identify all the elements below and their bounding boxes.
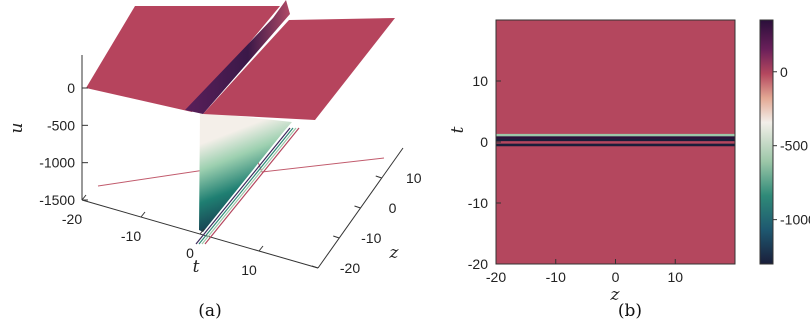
heatmap-x-tick-label: 10 xyxy=(667,269,683,285)
floor-contour-line xyxy=(97,157,385,187)
u-tick-label: -1000 xyxy=(39,155,75,171)
colorbar-tick-label: -1000 xyxy=(780,212,810,228)
t-tick-label: 10 xyxy=(241,262,257,278)
heatmap-band-stripe xyxy=(496,143,735,147)
surface-plane-right xyxy=(203,18,395,120)
z-tick-mark xyxy=(375,175,382,179)
t-axis-label: t xyxy=(193,257,200,277)
heatmap-band xyxy=(496,133,735,147)
t-tick-mark xyxy=(199,228,205,235)
z-tick-label: 10 xyxy=(406,170,422,186)
z-tick-label: -10 xyxy=(361,230,381,246)
t-tick-mark xyxy=(81,194,87,201)
heatmap-y-tick-label: -10 xyxy=(468,195,488,211)
colorbar-tick-label: -500 xyxy=(780,138,808,154)
t-tick-mark xyxy=(140,211,146,218)
surface-plane-left xyxy=(86,6,280,112)
heatmap-y-tick-label: 10 xyxy=(472,73,488,89)
colorbar xyxy=(759,19,774,265)
caption-a: (a) xyxy=(198,301,221,321)
heatmap-x-label: z xyxy=(610,285,621,305)
heatmap-band-stripe xyxy=(496,141,735,144)
t-tick-label: -10 xyxy=(121,228,141,244)
z-tick-mark xyxy=(333,235,340,239)
u-tick-label: -500 xyxy=(47,117,75,133)
z-axis-ticks: 10 0 -10-20 xyxy=(311,170,422,276)
floor-contour-line xyxy=(195,127,291,245)
u-axis-label: u xyxy=(7,123,27,134)
floor-contour-line xyxy=(198,127,294,245)
panel-b-heatmap: -20 -10 0 10 10 0 -10 -20 z t 0 -500 -1000 (b) xyxy=(448,19,810,321)
t-tick-label: 0 xyxy=(186,245,194,261)
t-tick-mark xyxy=(258,245,264,252)
z-tick-label: -20 xyxy=(340,260,360,276)
u-tick-label: 0 xyxy=(67,80,75,96)
z-tick-mark xyxy=(311,265,319,269)
floor-contour-line xyxy=(201,127,297,245)
z-tick-mark xyxy=(354,205,361,209)
t-axis-ticks: -20 -10 0 10 xyxy=(62,194,264,278)
ridge-surface xyxy=(185,0,290,114)
heatmap-x-tick-label: -20 xyxy=(486,269,506,285)
heatmap-x-tick-label: -10 xyxy=(546,269,566,285)
t-tick-label: -20 xyxy=(62,211,82,227)
heatmap-band-stripe xyxy=(496,133,735,137)
u-tick-label: -1500 xyxy=(39,192,75,208)
colorbar-ticks: 0 -500 -1000 xyxy=(773,64,810,228)
heatmap-x-tick-label: 0 xyxy=(612,269,620,285)
caption-b: (b) xyxy=(618,301,642,321)
z-tick-label: 0 xyxy=(389,200,397,216)
heatmap-band-stripe xyxy=(496,136,735,139)
heatmap-band-stripe xyxy=(496,138,735,142)
heatmap-y-label: t xyxy=(448,126,468,133)
heatmap-y-tick-label: 0 xyxy=(480,134,488,150)
u-axis-ticks: 0 -500 -1000 -1500 xyxy=(39,80,88,208)
heatmap-x-ticks: -20 -10 0 10 xyxy=(486,259,683,285)
z-axis-label: z xyxy=(389,243,400,263)
heatmap-y-tick-label: -20 xyxy=(468,256,488,272)
floor-contour-line xyxy=(204,127,300,245)
heatmap-y-ticks: 10 0 -10 -20 xyxy=(468,73,501,272)
colorbar-tick-label: 0 xyxy=(780,64,788,80)
trough-surface xyxy=(199,112,292,232)
